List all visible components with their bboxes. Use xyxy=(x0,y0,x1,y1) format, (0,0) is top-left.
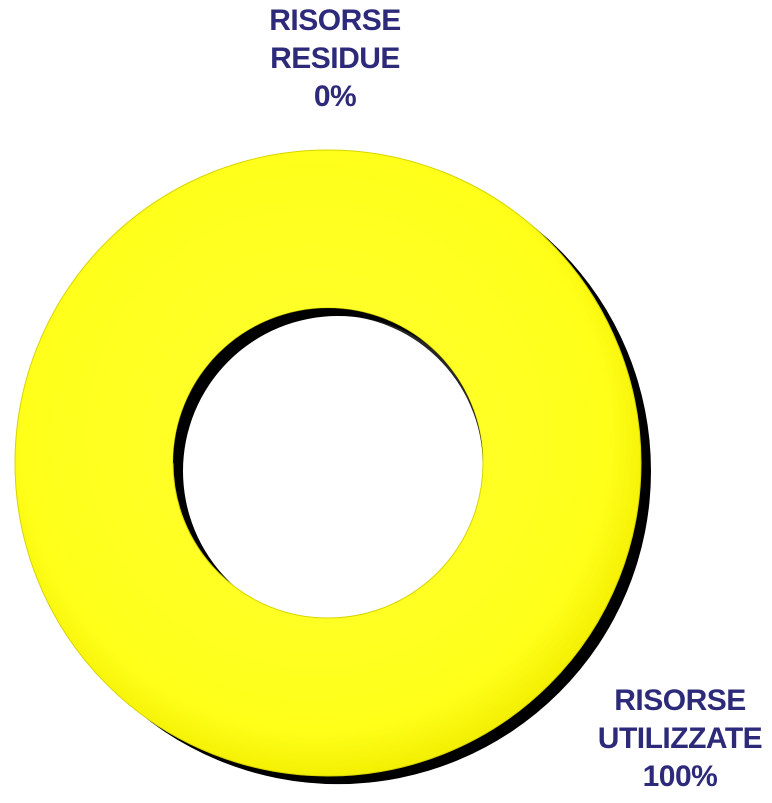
slice-label-residue-line-2: RESIDUE xyxy=(270,42,400,75)
slice-label-used-value: 100% xyxy=(642,760,718,793)
slices-layer xyxy=(14,149,652,785)
slice-label-used: RISORSE UTILIZZATE 100% xyxy=(590,682,770,796)
slice-label-residue: RISORSE RESIDUE 0% xyxy=(245,2,425,116)
donut-slice-1 xyxy=(14,149,642,777)
slice-label-used-line-2: UTILIZZATE xyxy=(597,722,763,755)
slice-label-residue-line-1: RISORSE xyxy=(269,4,401,37)
slice-label-residue-value: 0% xyxy=(313,80,357,113)
slice-label-used-line-1: RISORSE xyxy=(614,684,746,717)
